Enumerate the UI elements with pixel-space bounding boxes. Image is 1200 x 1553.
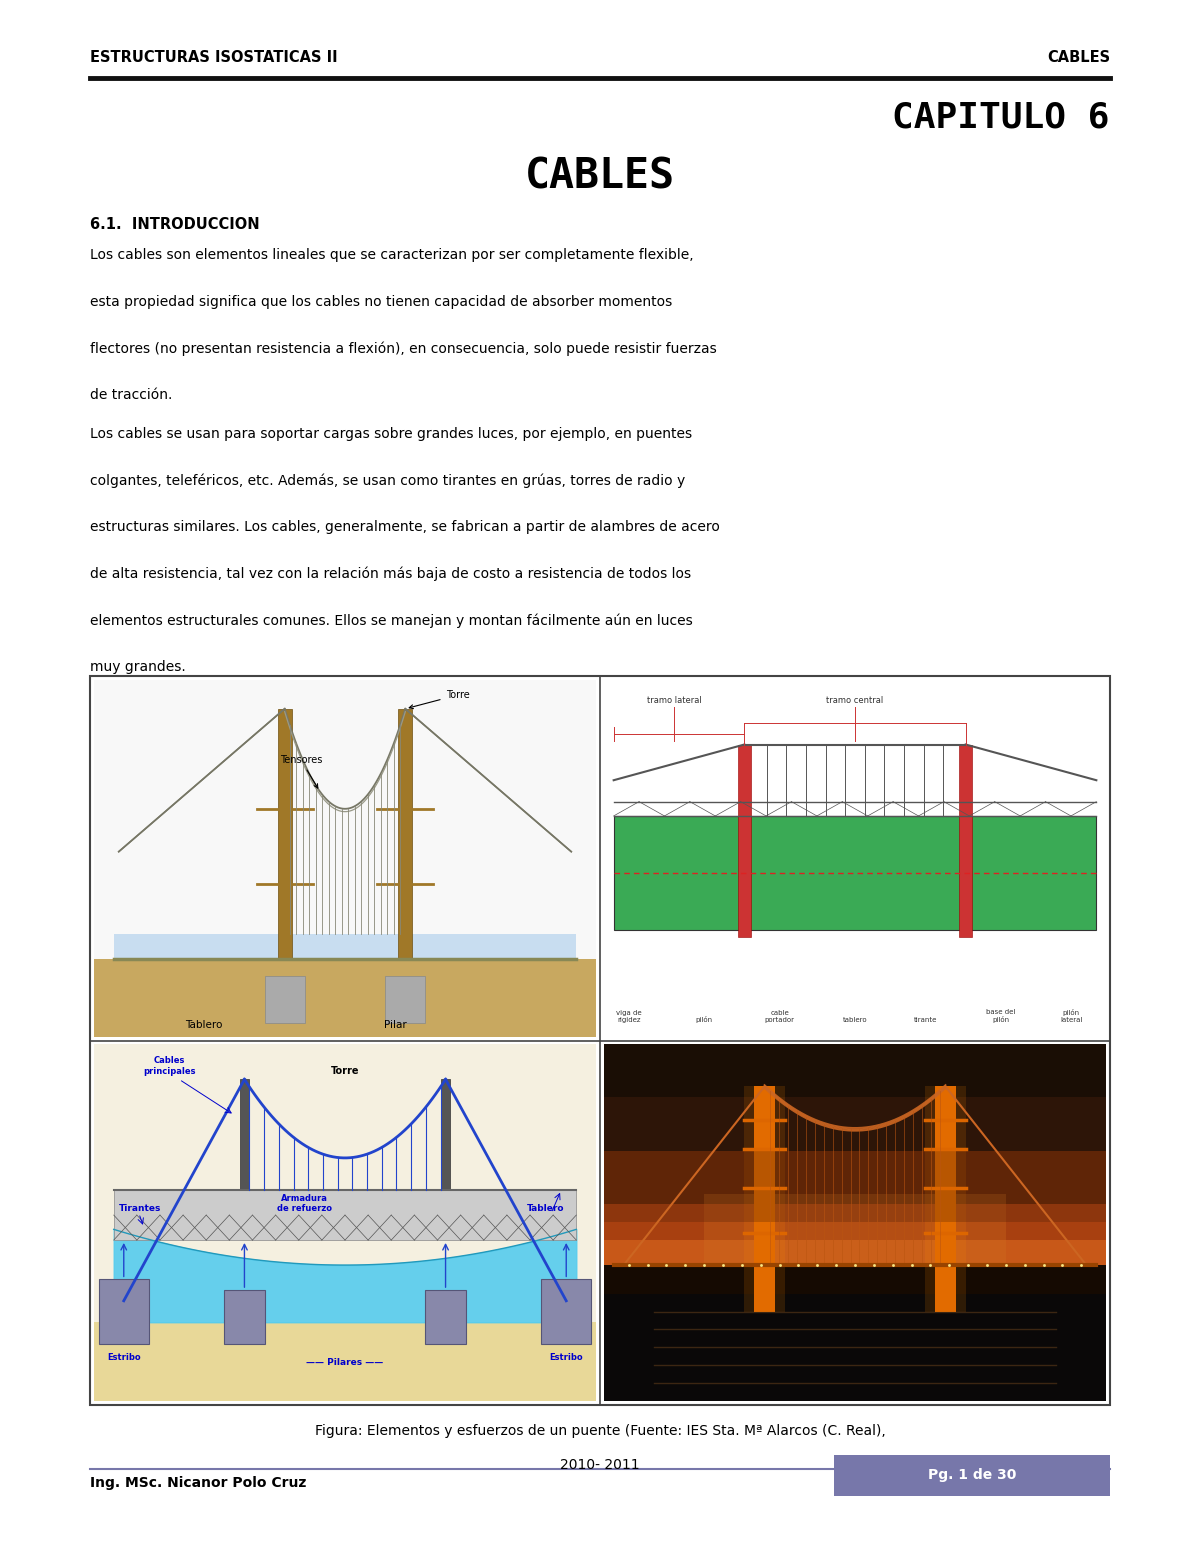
Text: Ing. MSc. Nicanor Polo Cruz: Ing. MSc. Nicanor Polo Cruz [90,1475,306,1491]
Text: Estribo: Estribo [550,1353,583,1362]
FancyBboxPatch shape [604,1239,1106,1266]
Text: pilón
lateral: pilón lateral [1060,1009,1082,1023]
Text: pilón: pilón [696,1016,713,1023]
Text: base del
pilón: base del pilón [986,1009,1015,1023]
FancyBboxPatch shape [398,708,413,958]
Text: muy grandes.: muy grandes. [90,660,186,674]
FancyBboxPatch shape [541,1280,592,1343]
Text: CAPITULO 6: CAPITULO 6 [893,101,1110,135]
FancyBboxPatch shape [604,1151,1106,1205]
FancyBboxPatch shape [925,1087,966,1311]
Text: Torre: Torre [331,1065,359,1076]
FancyBboxPatch shape [240,1079,248,1190]
Text: esta propiedad significa que los cables no tienen capacidad de absorber momentos: esta propiedad significa que los cables … [90,295,672,309]
Text: tirante: tirante [913,1017,937,1023]
Text: —— Pilares ——: —— Pilares —— [306,1357,384,1367]
Text: 2010- 2011: 2010- 2011 [560,1458,640,1472]
FancyBboxPatch shape [224,1291,264,1343]
FancyBboxPatch shape [94,958,596,1037]
Text: Figura: Elementos y esfuerzos de un puente (Fuente: IES Sta. Mª Alarcos (C. Real: Figura: Elementos y esfuerzos de un puen… [314,1424,886,1438]
Text: Estribo: Estribo [107,1353,140,1362]
FancyBboxPatch shape [738,744,751,938]
Text: 6.1.  INTRODUCCION: 6.1. INTRODUCCION [90,217,259,233]
FancyBboxPatch shape [604,680,1106,1037]
Text: Torre: Torre [409,690,469,708]
Text: flectores (no presentan resistencia a flexión), en consecuencia, solo puede resi: flectores (no presentan resistencia a fl… [90,342,716,356]
FancyBboxPatch shape [613,815,1097,930]
FancyBboxPatch shape [936,1087,955,1311]
Text: Los cables son elementos lineales que se caracterizan por ser completamente flex: Los cables son elementos lineales que se… [90,248,694,262]
Text: Pilar: Pilar [384,1020,407,1030]
Text: tramo lateral: tramo lateral [647,696,701,705]
Text: estructuras similares. Los cables, generalmente, se fabrican a partir de alambre: estructuras similares. Los cables, gener… [90,520,720,534]
Text: colgantes, teleféricos, etc. Además, se usan como tirantes en grúas, torres de r: colgantes, teleféricos, etc. Además, se … [90,474,685,488]
Text: de tracción.: de tracción. [90,388,173,402]
FancyBboxPatch shape [264,975,305,1023]
FancyBboxPatch shape [114,1190,576,1239]
FancyBboxPatch shape [426,1291,466,1343]
FancyBboxPatch shape [834,1455,1110,1496]
FancyBboxPatch shape [604,1205,1106,1239]
FancyBboxPatch shape [94,1322,596,1401]
Text: tramo central: tramo central [827,696,883,705]
Text: viga de
rigidez: viga de rigidez [616,1009,642,1023]
Text: tablero: tablero [842,1017,868,1023]
FancyBboxPatch shape [704,1194,1006,1266]
FancyBboxPatch shape [114,933,576,958]
Text: cable
portador: cable portador [764,1009,794,1023]
FancyBboxPatch shape [604,1098,1106,1151]
FancyBboxPatch shape [604,1044,1106,1401]
FancyBboxPatch shape [604,1151,1106,1222]
FancyBboxPatch shape [959,744,972,938]
Text: Cables
principales: Cables principales [143,1056,196,1076]
FancyBboxPatch shape [385,975,426,1023]
Text: Tirantes: Tirantes [119,1204,161,1213]
FancyBboxPatch shape [277,708,292,958]
Text: Tensores: Tensores [280,755,322,787]
Text: CABLES: CABLES [1046,50,1110,65]
Text: Pg. 1 de 30: Pg. 1 de 30 [928,1468,1016,1483]
Text: Armadura
de refuerzo: Armadura de refuerzo [277,1194,332,1213]
Text: Tablero: Tablero [186,1020,223,1030]
Text: ESTRUCTURAS ISOSTATICAS II: ESTRUCTURAS ISOSTATICAS II [90,50,337,65]
Text: CABLES: CABLES [526,155,674,197]
FancyBboxPatch shape [90,676,1110,1405]
Text: elementos estructurales comunes. Ellos se manejan y montan fácilmente aún en luc: elementos estructurales comunes. Ellos s… [90,613,692,627]
FancyBboxPatch shape [442,1079,450,1190]
FancyBboxPatch shape [755,1087,774,1311]
FancyBboxPatch shape [94,1044,596,1401]
FancyBboxPatch shape [94,680,596,1037]
FancyBboxPatch shape [604,1044,1106,1096]
FancyBboxPatch shape [98,1280,149,1343]
FancyBboxPatch shape [744,1087,785,1311]
Text: Los cables se usan para soportar cargas sobre grandes luces, por ejemplo, en pue: Los cables se usan para soportar cargas … [90,427,692,441]
Text: de alta resistencia, tal vez con la relación más baja de costo a resistencia de : de alta resistencia, tal vez con la rela… [90,567,691,581]
FancyBboxPatch shape [604,1294,1106,1401]
Text: Tablero: Tablero [527,1204,565,1213]
